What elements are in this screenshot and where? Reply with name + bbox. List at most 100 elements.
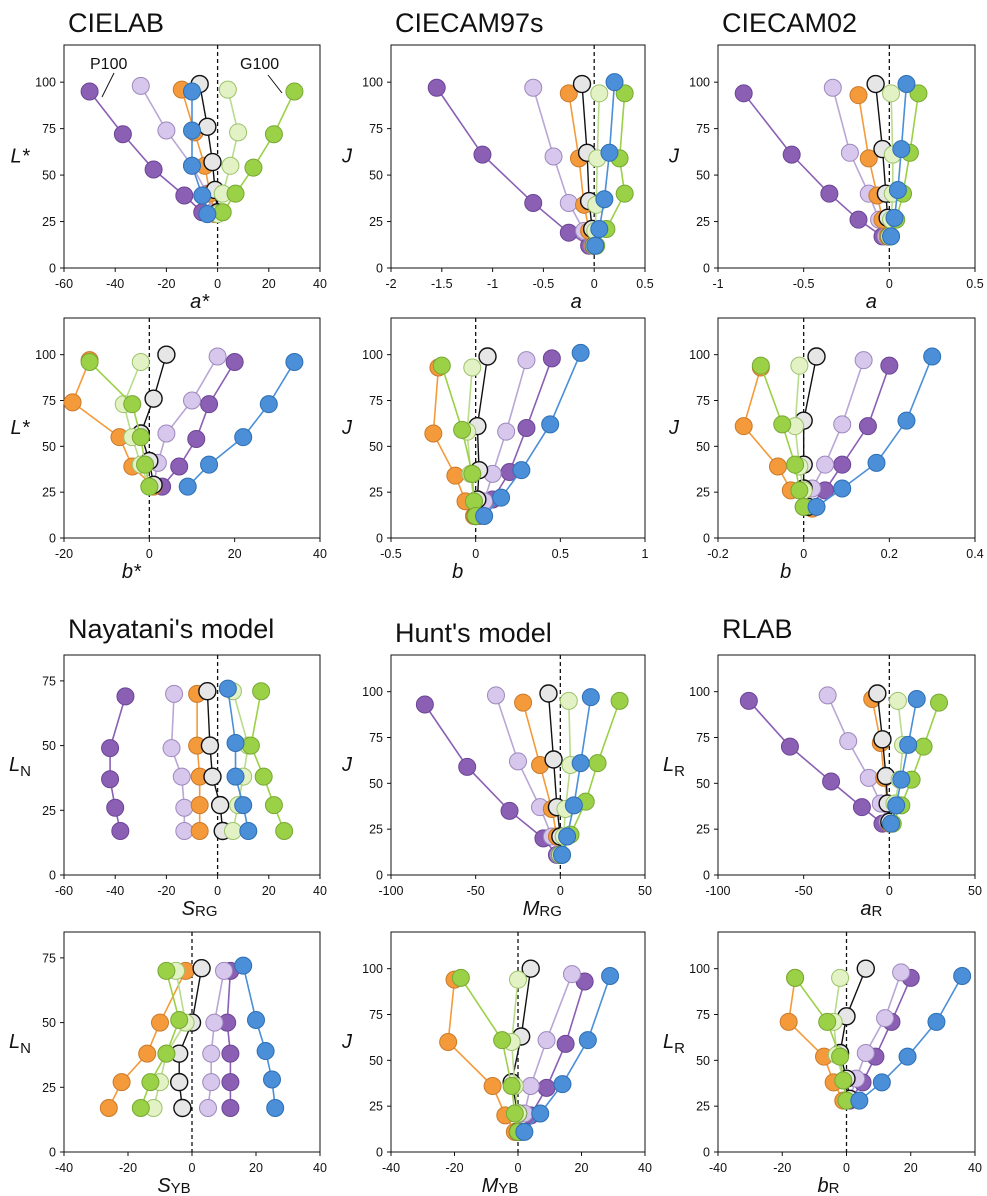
data-point bbox=[833, 479, 852, 498]
data-point bbox=[914, 737, 933, 756]
y-tick-label: 0 bbox=[376, 1146, 383, 1160]
data-point bbox=[500, 801, 519, 820]
y-tick-label: 100 bbox=[689, 962, 710, 976]
data-point bbox=[541, 415, 560, 434]
y-axis-label: J bbox=[341, 754, 353, 776]
series-lavender bbox=[840, 963, 911, 1108]
data-point bbox=[590, 84, 609, 103]
y-tick-label: 25 bbox=[42, 215, 56, 229]
series-blue bbox=[882, 690, 926, 833]
y-tick-label: 0 bbox=[49, 262, 56, 276]
data-point bbox=[101, 739, 120, 758]
data-point bbox=[199, 1099, 217, 1117]
x-tick-label: -40 bbox=[106, 277, 124, 291]
data-point bbox=[202, 1044, 221, 1063]
data-point bbox=[432, 356, 451, 375]
y-tick-label: 50 bbox=[369, 169, 383, 183]
data-point bbox=[138, 1044, 157, 1063]
series-blue bbox=[475, 343, 590, 525]
data-point bbox=[505, 1104, 524, 1123]
y-axis-label: J bbox=[341, 417, 353, 439]
data-point bbox=[559, 193, 578, 212]
panel-title: CIELAB bbox=[68, 8, 164, 38]
series-purple bbox=[734, 84, 892, 246]
data-point bbox=[193, 186, 212, 205]
data-point bbox=[854, 351, 873, 370]
data-point bbox=[859, 768, 878, 787]
data-point bbox=[241, 736, 260, 755]
y-tick-label: 0 bbox=[376, 532, 383, 546]
x-axis-label: b bbox=[780, 561, 791, 583]
data-point bbox=[773, 415, 792, 434]
data-point bbox=[244, 158, 263, 177]
y-tick-label: 0 bbox=[703, 869, 710, 883]
data-point bbox=[218, 679, 237, 698]
data-point bbox=[198, 682, 217, 701]
data-point bbox=[807, 347, 826, 366]
x-tick-label: -50 bbox=[467, 884, 485, 898]
y-tick-label: 75 bbox=[369, 1008, 383, 1022]
data-point bbox=[544, 750, 563, 769]
y-tick-label: 25 bbox=[369, 1100, 383, 1114]
data-point bbox=[840, 143, 859, 162]
data-point bbox=[882, 814, 901, 833]
data-point bbox=[892, 770, 911, 789]
data-point bbox=[559, 84, 578, 103]
data-point bbox=[203, 152, 222, 172]
data-point bbox=[833, 415, 852, 434]
data-point bbox=[252, 682, 271, 701]
data-point bbox=[170, 1011, 189, 1029]
data-point bbox=[734, 84, 753, 103]
data-point bbox=[866, 74, 885, 94]
series-blue bbox=[807, 347, 942, 516]
data-point bbox=[275, 822, 294, 840]
y-tick-label: 50 bbox=[696, 777, 710, 791]
y-tick-label: 0 bbox=[703, 532, 710, 546]
x-axis-label: a* bbox=[190, 291, 210, 313]
x-tick-label: 0 bbox=[843, 1161, 850, 1175]
data-point bbox=[225, 353, 244, 371]
data-point bbox=[266, 1099, 285, 1117]
chart-panel: -40 -20 0 20 40 0 25 50 75 100 bR LR bbox=[663, 931, 982, 1196]
data-point bbox=[586, 236, 605, 255]
y-tick-label: 100 bbox=[362, 348, 383, 362]
x-tick-label: 0.5 bbox=[636, 277, 653, 291]
annotation-leader bbox=[267, 74, 283, 94]
data-point bbox=[234, 956, 253, 975]
data-point bbox=[170, 457, 189, 476]
y-axis-label: J bbox=[668, 417, 680, 439]
data-point bbox=[63, 393, 82, 412]
data-point bbox=[514, 693, 533, 712]
y-tick-label: 75 bbox=[369, 731, 383, 745]
data-point bbox=[463, 464, 482, 483]
x-tick-label: 1 bbox=[642, 547, 649, 561]
x-tick-label: -20 bbox=[445, 1161, 463, 1175]
y-tick-label: 0 bbox=[49, 1146, 56, 1160]
chart-panel: -1 -0.5 0 0.5 0 25 50 75 100 a J bbox=[668, 44, 984, 313]
x-tick-label: -40 bbox=[382, 1161, 400, 1175]
y-tick-label: 50 bbox=[369, 440, 383, 454]
series-blue bbox=[234, 956, 285, 1117]
y-tick-label: 0 bbox=[376, 869, 383, 883]
data-point bbox=[131, 1099, 150, 1117]
data-point bbox=[562, 965, 581, 984]
data-point bbox=[834, 1071, 853, 1090]
data-point bbox=[909, 84, 928, 103]
data-point bbox=[112, 1073, 131, 1092]
data-point bbox=[927, 1012, 946, 1031]
chart-panel: -2 -1.5 -1 -0.5 0 0.5 0 25 50 75 100 a J bbox=[341, 44, 654, 313]
data-point bbox=[221, 1073, 240, 1092]
series-green bbox=[131, 961, 189, 1117]
data-point bbox=[833, 455, 852, 474]
data-point bbox=[509, 752, 527, 771]
data-point bbox=[739, 691, 758, 710]
annotation-label: P100 bbox=[90, 56, 127, 73]
data-point bbox=[892, 140, 911, 159]
y-tick-label: 100 bbox=[689, 685, 710, 699]
data-point bbox=[175, 822, 194, 840]
data-point bbox=[556, 1034, 575, 1053]
x-tick-label: 0 bbox=[214, 884, 221, 898]
